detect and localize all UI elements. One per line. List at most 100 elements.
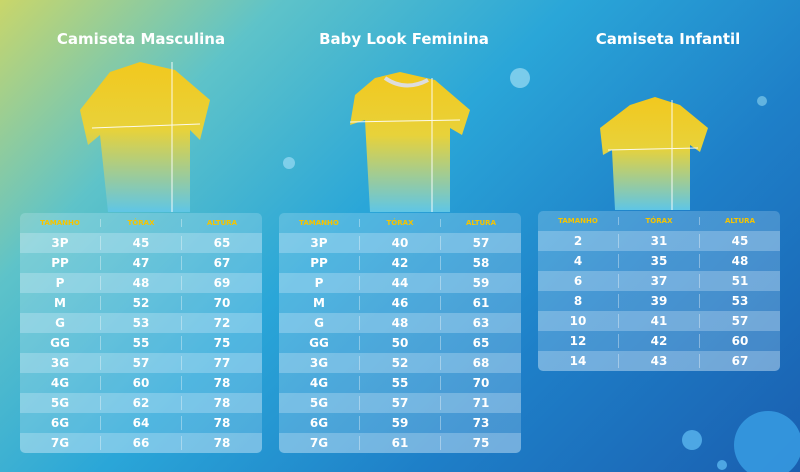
table-cell: 44 <box>359 276 440 290</box>
table-row: 2 31 45 <box>538 231 780 251</box>
table-cell: 35 <box>618 254 699 268</box>
table-cell: 55 <box>100 336 181 350</box>
table-cell: 42 <box>618 334 699 348</box>
table-cell: 68 <box>440 356 521 370</box>
table-cell: 57 <box>699 314 780 328</box>
table-cell: 61 <box>440 296 521 310</box>
table-cell: GG <box>50 336 70 350</box>
table-row: 3P 45 65 <box>20 233 262 253</box>
size-table: TAMANHO TÓRAX ALTURA 3P 40 57 PP 42 58 P 44 59 M 46 61… <box>279 213 521 453</box>
table-cell: 63 <box>440 316 521 330</box>
table-cell: 45 <box>699 234 780 248</box>
table-cell: 3P <box>310 236 328 250</box>
table-cell: 5G <box>309 396 329 410</box>
table-cell: 75 <box>181 336 262 350</box>
table-cell: 67 <box>699 354 780 368</box>
table-cell: 7G <box>50 436 70 450</box>
table-row: M 46 61 <box>279 293 521 313</box>
table-cell: 52 <box>100 296 181 310</box>
table-cell: 40 <box>359 236 440 250</box>
table-cell: 41 <box>618 314 699 328</box>
table-cell: PP <box>51 256 69 270</box>
table-cell: 48 <box>100 276 181 290</box>
header-cell: TÓRAX <box>359 219 440 227</box>
table-cell: 6G <box>50 416 70 430</box>
table-cell: 57 <box>359 396 440 410</box>
table-cell: 42 <box>359 256 440 270</box>
table-row: 4G 60 78 <box>20 373 262 393</box>
table-row: PP 42 58 <box>279 253 521 273</box>
table-cell: M <box>313 296 325 310</box>
header-cell: ALTURA <box>699 217 780 225</box>
table-cell: 5G <box>50 396 70 410</box>
table-cell: 47 <box>100 256 181 270</box>
panel-title: Camiseta Masculina <box>56 30 226 48</box>
table-cell: 4 <box>573 254 583 268</box>
table-row: PP 47 67 <box>20 253 262 273</box>
table-cell: 55 <box>359 376 440 390</box>
table-cell: 65 <box>440 336 521 350</box>
header-cell: TÓRAX <box>618 217 699 225</box>
size-table: TAMANHO TÓRAX ALTURA 2 31 45 4 35 48 6 37 51 8 39 53 10… <box>538 211 780 371</box>
table-row: 3P 40 57 <box>279 233 521 253</box>
table-cell: P <box>314 276 324 290</box>
table-row: 8 39 53 <box>538 291 780 311</box>
table-cell: 6G <box>309 416 329 430</box>
table-row: M 52 70 <box>20 293 262 313</box>
table-cell: 77 <box>181 356 262 370</box>
table-cell: GG <box>309 336 329 350</box>
table-cell: 37 <box>618 274 699 288</box>
table-cell: 7G <box>309 436 329 450</box>
table-cell: 52 <box>359 356 440 370</box>
table-cell: P <box>55 276 65 290</box>
table-cell: 12 <box>569 334 587 348</box>
header-cell: TAMANHO <box>40 219 80 227</box>
header-cell: ALTURA <box>181 219 262 227</box>
table-cell: 75 <box>440 436 521 450</box>
table-row: 12 42 60 <box>538 331 780 351</box>
table-row: 10 41 57 <box>538 311 780 331</box>
table-row: GG 50 65 <box>279 333 521 353</box>
header-row: TAMANHO TÓRAX ALTURA <box>20 213 262 233</box>
table-cell: 72 <box>181 316 262 330</box>
table-cell: PP <box>310 256 328 270</box>
table-cell: 6 <box>573 274 583 288</box>
table-cell: 50 <box>359 336 440 350</box>
table-row: 5G 62 78 <box>20 393 262 413</box>
table-cell: 60 <box>699 334 780 348</box>
table-cell: 51 <box>699 274 780 288</box>
size-table: TAMANHO TÓRAX ALTURA 3P 45 65 PP 47 67 P 48 69 M 52 70… <box>20 213 262 453</box>
table-cell: G <box>314 316 324 330</box>
table-cell: 78 <box>181 376 262 390</box>
table-row: 5G 57 71 <box>279 393 521 413</box>
table-row: 3G 52 68 <box>279 353 521 373</box>
table-cell: 3G <box>50 356 70 370</box>
table-cell: 59 <box>440 276 521 290</box>
table-cell: 53 <box>100 316 181 330</box>
table-cell: 62 <box>100 396 181 410</box>
table-cell: 78 <box>181 396 262 410</box>
table-cell: 57 <box>440 236 521 250</box>
table-cell: 58 <box>440 256 521 270</box>
table-row: 14 43 67 <box>538 351 780 371</box>
table-cell: 67 <box>181 256 262 270</box>
header-cell: TAMANHO <box>558 217 598 225</box>
table-cell: 4G <box>50 376 70 390</box>
table-row: 6G 59 73 <box>279 413 521 433</box>
table-cell: 45 <box>100 236 181 250</box>
table-cell: 31 <box>618 234 699 248</box>
table-cell: 46 <box>359 296 440 310</box>
table-row: 7G 61 75 <box>279 433 521 453</box>
table-row: GG 55 75 <box>20 333 262 353</box>
table-row: 4 35 48 <box>538 251 780 271</box>
table-cell: 48 <box>699 254 780 268</box>
table-cell: 53 <box>699 294 780 308</box>
table-cell: 8 <box>573 294 583 308</box>
table-cell: 78 <box>181 436 262 450</box>
table-cell: M <box>54 296 66 310</box>
header-row: TAMANHO TÓRAX ALTURA <box>279 213 521 233</box>
table-row: P 48 69 <box>20 273 262 293</box>
table-cell: 78 <box>181 416 262 430</box>
